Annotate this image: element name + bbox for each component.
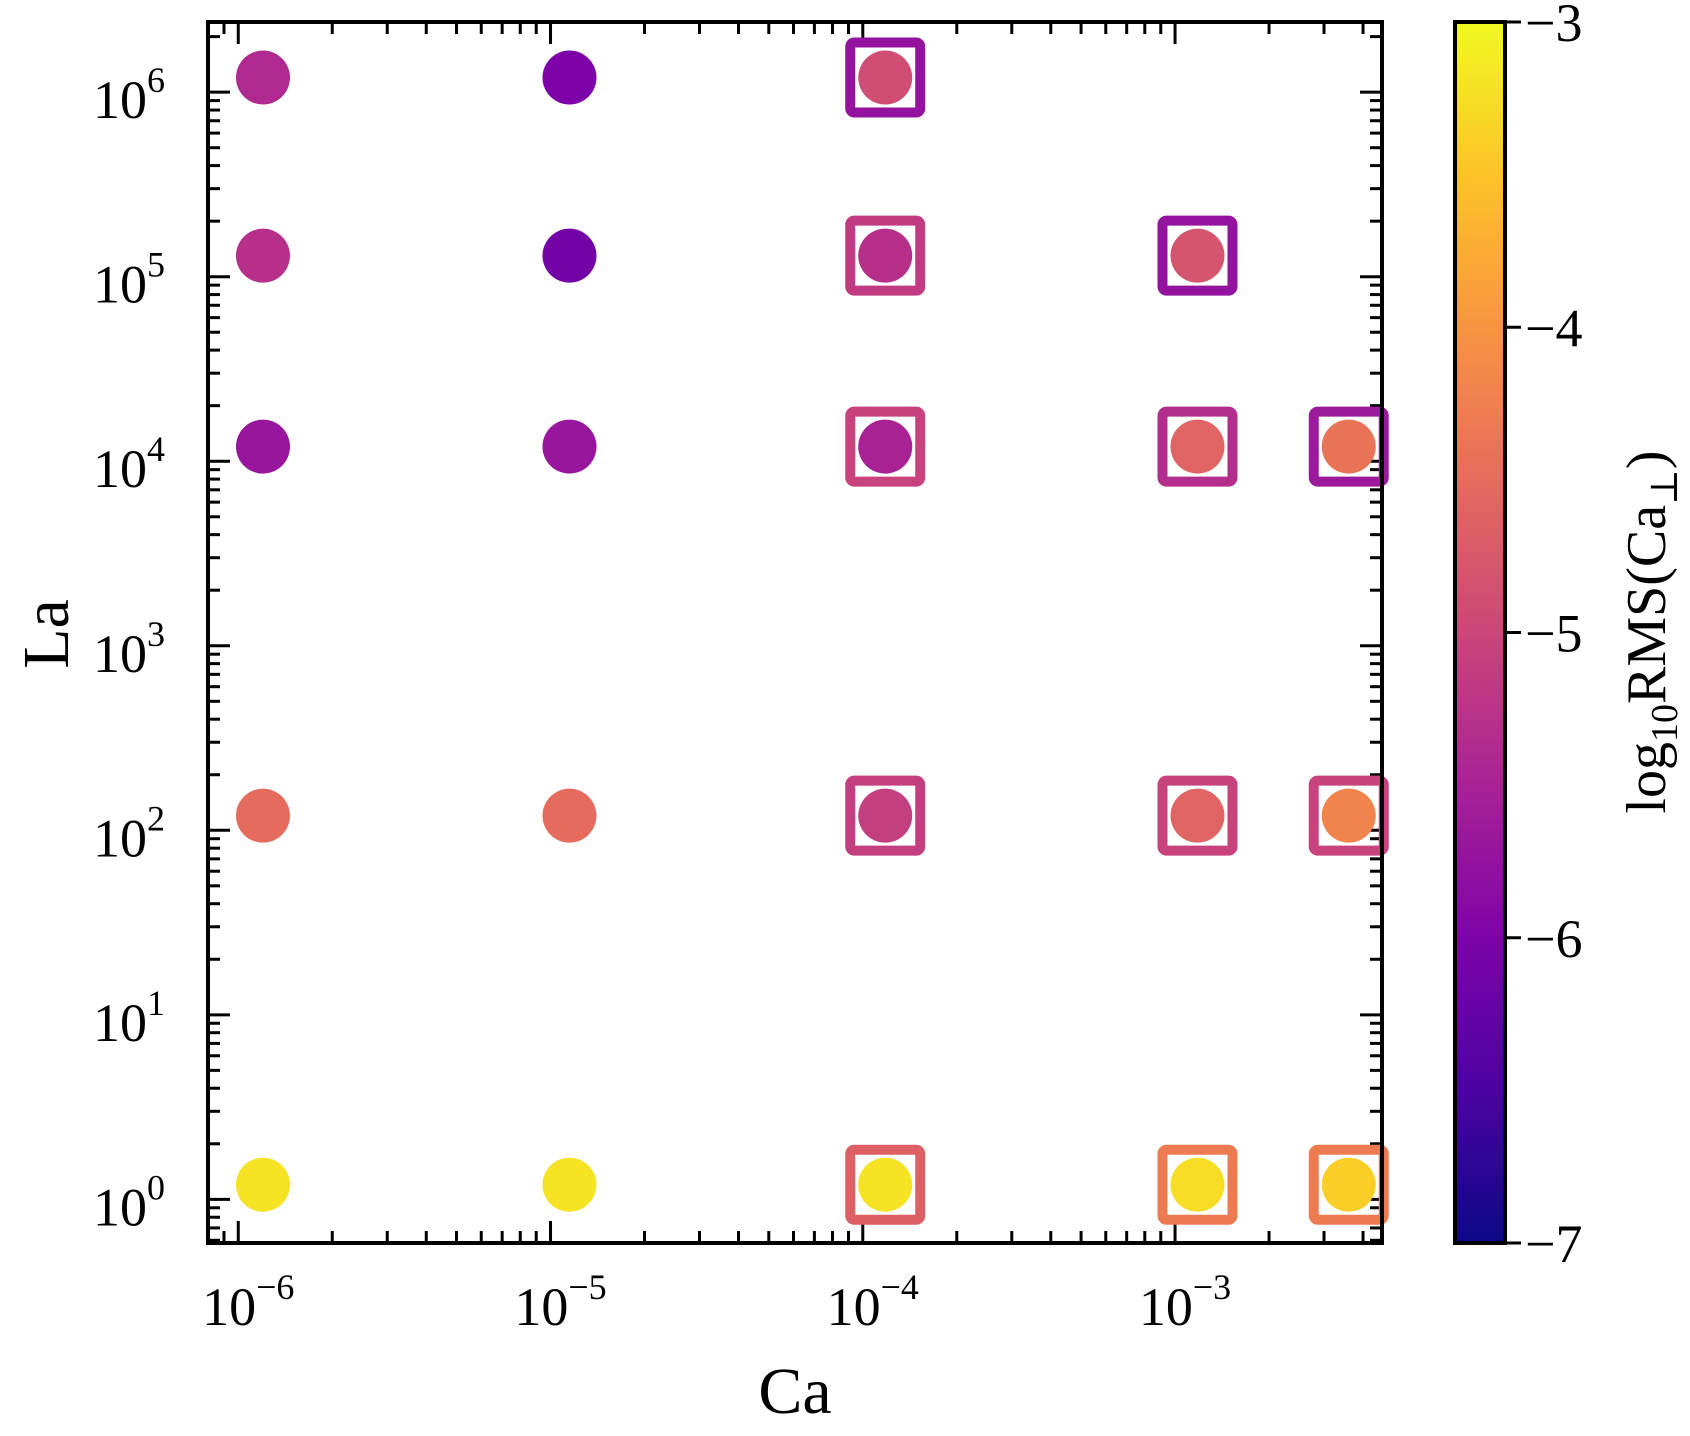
x-axis-ticks xyxy=(206,22,1365,1243)
circle-marker xyxy=(1170,788,1225,843)
y-tick-label: 100 xyxy=(93,1167,165,1237)
circle-marker xyxy=(858,50,913,105)
circle-marker xyxy=(1321,788,1376,843)
x-axis-label: Ca xyxy=(758,1355,831,1428)
x-axis-title: Ca xyxy=(758,1355,831,1428)
circle-marker xyxy=(235,50,290,105)
circle-marker xyxy=(1321,419,1376,474)
colorbar-gradient xyxy=(1453,20,1507,1245)
circle-marker xyxy=(542,228,597,283)
colorbar-tick-label: −6 xyxy=(1525,909,1582,969)
circle-marker xyxy=(542,419,597,474)
circle-marker xyxy=(858,788,913,843)
square-marker xyxy=(1157,406,1238,487)
circle-marker xyxy=(235,1157,290,1212)
y-axis-label: La xyxy=(10,599,83,669)
colorbar-tick-label: −7 xyxy=(1525,1214,1582,1274)
square-marker xyxy=(845,775,926,856)
circle-marker xyxy=(1321,1157,1376,1212)
colorbar-tick-label: −3 xyxy=(1525,0,1582,53)
y-tick-label: 103 xyxy=(93,614,165,684)
colorbar-tick-label: −4 xyxy=(1525,298,1582,358)
circle-marker xyxy=(235,228,290,283)
y-tick-labels: 100 101 102 103 104 105 106 xyxy=(93,60,165,1237)
square-marker xyxy=(845,1144,926,1225)
x-tick-label: 10−4 xyxy=(827,1267,919,1337)
circle-marker xyxy=(542,1157,597,1212)
y-tick-label: 104 xyxy=(93,429,165,499)
circle-marker xyxy=(542,788,597,843)
circle-marker xyxy=(1170,1157,1225,1212)
x-tick-label: 10−3 xyxy=(1139,1267,1231,1337)
circle-marker xyxy=(235,419,290,474)
circle-marker xyxy=(1170,419,1225,474)
square-marker xyxy=(1157,1144,1238,1225)
circle-marker xyxy=(1170,228,1225,283)
square-marker xyxy=(845,406,926,487)
colorbar-label: log10RMS(Ca⊥) xyxy=(1616,450,1686,813)
y-tick-label: 106 xyxy=(93,60,165,130)
x-tick-label: 10−6 xyxy=(202,1267,294,1337)
circle-marker xyxy=(858,228,913,283)
square-marker xyxy=(845,215,926,296)
circle-marker xyxy=(235,788,290,843)
plot-frame xyxy=(206,20,1384,1245)
y-tick-label: 101 xyxy=(93,983,165,1053)
square-marker xyxy=(1157,775,1238,856)
y-axis-title: La xyxy=(10,599,83,669)
x-tick-label: 10−5 xyxy=(514,1267,606,1337)
circle-marker xyxy=(858,1157,913,1212)
colorbar: −3 −4 −5 −6 −7 log10RMS(Ca⊥) xyxy=(1453,0,1686,1274)
square-markers xyxy=(845,37,1389,1225)
colorbar-tick-label: −5 xyxy=(1525,604,1582,664)
y-tick-label: 105 xyxy=(93,245,165,315)
circle-markers xyxy=(235,50,1376,1212)
circle-marker xyxy=(858,419,913,474)
x-tick-labels: 10−6 10−5 10−4 10−3 xyxy=(202,1267,1231,1337)
circle-marker xyxy=(542,50,597,105)
square-marker xyxy=(1157,215,1238,296)
square-marker xyxy=(845,37,926,118)
y-tick-label: 102 xyxy=(93,798,165,868)
